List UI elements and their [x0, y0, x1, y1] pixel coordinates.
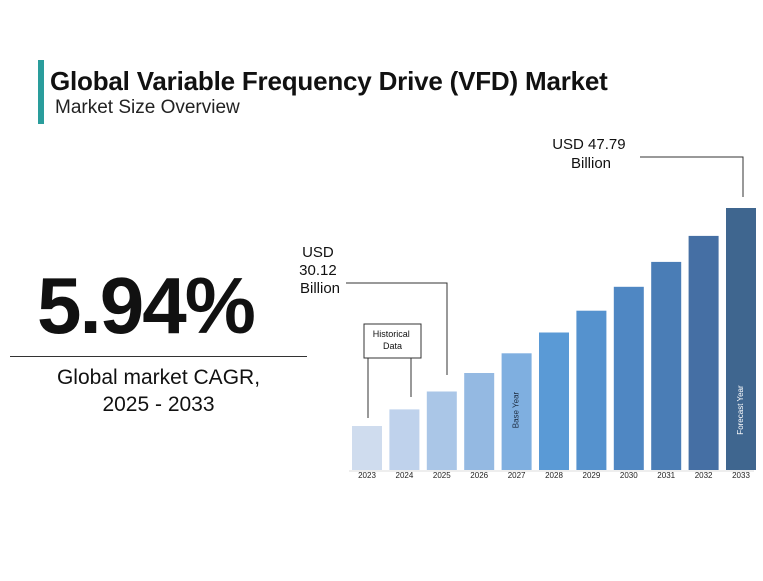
historical-data-label: Historical Data — [373, 329, 413, 351]
bar-2028 — [539, 332, 569, 470]
x-tick-2027: 2027 — [508, 471, 526, 480]
title-accent-bar — [38, 60, 44, 124]
start-value-callout: USD 30.12 Billion — [299, 244, 341, 297]
start-callout-line1: USD — [302, 244, 334, 261]
start-callout-line2: 30.12 — [299, 262, 337, 279]
bar-2032 — [688, 235, 719, 470]
x-tick-2032: 2032 — [695, 471, 713, 480]
x-tick-2031: 2031 — [657, 471, 675, 480]
bar-2023 — [352, 426, 382, 470]
x-tick-2025: 2025 — [433, 471, 451, 480]
bar-2026 — [464, 373, 495, 470]
end-callout-line1: USD 47.79 — [552, 136, 625, 153]
bar-label-2027: Base Year — [512, 391, 521, 428]
x-tick-2028: 2028 — [545, 471, 563, 480]
x-tick-2033: 2033 — [732, 471, 750, 480]
cagr-label-line1: Global market CAGR, — [56, 366, 261, 389]
cagr-value: 5.94% — [37, 261, 256, 350]
start-callout-arrow — [346, 282, 448, 375]
historical-label-line1: Historical — [373, 329, 410, 339]
bar-2029 — [576, 310, 607, 470]
x-tick-2030: 2030 — [620, 471, 638, 480]
cagr-label-line2: 2025 - 2033 — [102, 393, 215, 416]
bar-2031 — [651, 261, 682, 470]
x-tick-2024: 2024 — [396, 471, 414, 480]
page-subtitle: Market Size Overview — [55, 97, 240, 118]
start-callout-line3: Billion — [300, 280, 340, 297]
page-title: Global Variable Frequency Drive (VFD) Ma… — [50, 66, 608, 96]
cagr-divider — [10, 356, 307, 357]
x-tick-2023: 2023 — [358, 471, 376, 480]
bar-2033 — [726, 208, 756, 470]
end-callout-arrow — [640, 156, 744, 197]
cagr-label: Global market CAGR, 2025 - 2033 — [10, 364, 307, 418]
end-callout-line2: Billion — [571, 155, 611, 172]
x-tick-2029: 2029 — [583, 471, 601, 480]
bar-2024 — [389, 409, 420, 470]
bar-label-2033: Forecast Year — [736, 385, 745, 435]
x-tick-2026: 2026 — [470, 471, 488, 480]
historical-label-line2: Data — [383, 341, 402, 351]
bars-group: Base Year Forecast Year — [352, 208, 756, 470]
x-tick-labels: 2023 2024 2025 2026 2027 2028 2029 2030 2031 2032… — [358, 471, 750, 480]
historical-data-box — [363, 323, 422, 359]
end-value-callout: USD 47.79 Billion — [552, 136, 630, 172]
bar-2030 — [613, 286, 644, 470]
bar-2025 — [426, 391, 457, 470]
bar-2027 — [501, 353, 532, 470]
